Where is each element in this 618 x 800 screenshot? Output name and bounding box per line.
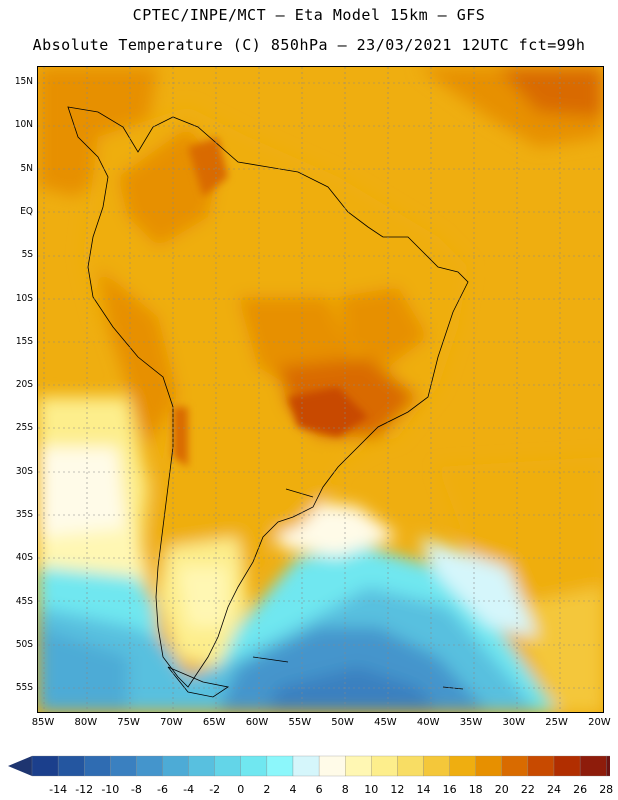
lat-label: EQ	[20, 205, 33, 217]
colorbar-tick-label: -12	[75, 783, 94, 796]
colorbar-swatch	[136, 755, 163, 777]
colorbar-tick-label: -10	[101, 783, 120, 796]
colorbar-swatch	[214, 755, 241, 777]
colorbar-swatch	[527, 755, 555, 777]
colorbar-tick-label: 2	[263, 783, 271, 796]
colorbar-swatch	[110, 755, 137, 777]
lon-label: 60W	[245, 717, 269, 728]
colorbar-tick-label: 0	[237, 783, 245, 796]
lat-label: 15N	[14, 76, 33, 87]
lat-label: 20S	[15, 379, 33, 391]
colorbar-tick-label: 20	[494, 783, 509, 796]
colorbar-tick-label: 28	[599, 783, 614, 796]
colorbar-swatch	[553, 755, 581, 777]
colorbar-swatch	[292, 755, 320, 777]
title-line-1: CPTEC/INPE/MCT — Eta Model 15km — GFS	[132, 6, 486, 24]
lon-label: 25W	[545, 717, 568, 728]
lat-label: 50S	[15, 638, 33, 650]
colorbar-tick-label: 26	[573, 783, 588, 796]
colorbar-tick-label: 4	[289, 783, 297, 796]
lat-label: 35S	[15, 509, 33, 520]
colorbar	[8, 755, 610, 777]
colorbar-tick-label: 16	[442, 783, 457, 796]
colorbar-tick-label: 6	[315, 783, 323, 796]
colorbar-swatch	[606, 755, 610, 777]
lon-label: 20W	[588, 717, 611, 728]
colorbar-tick-label: 18	[468, 783, 483, 796]
lon-label: 65W	[202, 717, 226, 728]
lat-label: 25S	[15, 422, 33, 434]
lat-label: 10S	[15, 292, 33, 304]
colorbar-tick-label: -6	[157, 783, 168, 796]
graticule	[38, 67, 603, 712]
colorbar-swatch	[475, 755, 502, 777]
colorbar-tick-label: 8	[341, 783, 349, 796]
lon-label: 35W	[459, 717, 483, 728]
colorbar-swatch	[579, 755, 607, 777]
lat-label: 30S	[15, 465, 33, 477]
colorbar-swatch	[449, 755, 476, 777]
lon-label: 55W	[288, 717, 312, 728]
temperature-field	[38, 67, 603, 712]
lat-label: 10N	[14, 119, 33, 131]
colorbar-under-triangle	[8, 756, 32, 776]
colorbar-tick-label: 12	[390, 783, 405, 796]
colorbar-swatch	[162, 755, 189, 777]
colorbar-tick-label: 24	[547, 783, 561, 796]
colorbar-tick-label: 22	[520, 783, 535, 796]
lon-label: 45W	[374, 717, 397, 728]
lat-label: 45S	[15, 595, 33, 607]
colorbar-swatch	[318, 755, 346, 777]
colorbar-swatch	[57, 755, 85, 777]
colorbar-swatch	[84, 755, 111, 777]
lat-label: 55S	[15, 682, 33, 694]
lon-label: 50W	[331, 717, 354, 728]
colorbar-swatch	[266, 755, 294, 777]
lon-label: 75W	[117, 717, 140, 728]
lon-label: 40W	[416, 717, 440, 728]
lat-label: 40S	[15, 552, 33, 564]
colorbar-tick-label: 14	[416, 783, 431, 796]
colorbar-swatch	[188, 755, 215, 777]
colorbar-tick-label: -8	[130, 783, 142, 796]
lon-label: 70W	[160, 717, 183, 728]
colorbar-swatch	[371, 755, 398, 777]
lon-label: 30W	[502, 717, 526, 728]
hotspots	[173, 137, 368, 467]
colorbar-swatch	[31, 755, 59, 777]
colorbar-tick-label: -2	[209, 783, 221, 796]
colorbar-swatch	[423, 755, 450, 777]
colorbar-swatch	[397, 755, 424, 777]
lon-label: 80W	[74, 717, 98, 728]
lon-label: 85W	[31, 717, 55, 728]
colorbar-tick-label: -14	[49, 783, 68, 796]
lat-label: 5S	[21, 249, 33, 261]
title-line-2: Absolute Temperature (C) 850hPa — 23/03/…	[32, 36, 586, 54]
lat-label: 5N	[20, 162, 33, 174]
colorbar-swatch	[240, 755, 268, 777]
colorbar-swatch	[345, 755, 372, 777]
colorbar-tick-label: -4	[183, 783, 195, 796]
temperature-map	[37, 66, 604, 713]
colorbar-swatch	[501, 755, 529, 777]
lat-label: 15S	[15, 335, 33, 347]
colorbar-tick-label: 10	[364, 783, 379, 796]
